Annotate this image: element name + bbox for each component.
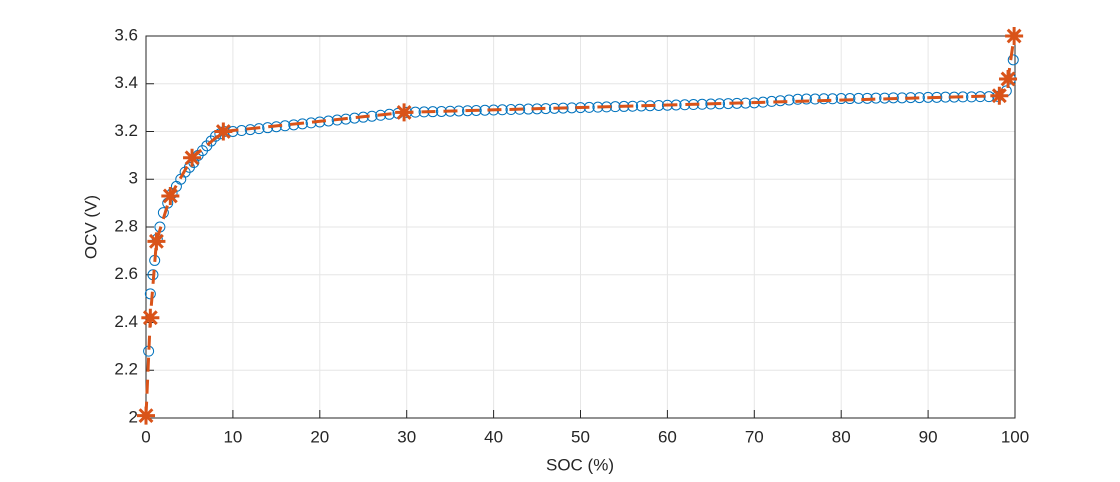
data-point <box>1005 27 1024 45</box>
data-point <box>141 308 160 327</box>
y-tick-label: 3 <box>129 169 138 188</box>
data-point <box>395 103 414 122</box>
x-tick-label: 20 <box>310 427 329 446</box>
data-point <box>827 93 839 105</box>
data-point <box>783 94 795 106</box>
series-line <box>144 35 1016 416</box>
x-tick-label: 90 <box>919 427 938 446</box>
x-tick-label: 0 <box>141 427 150 446</box>
x-tick-label: 60 <box>658 427 677 446</box>
data-point <box>137 406 155 425</box>
x-tick-label: 100 <box>1001 427 1029 446</box>
y-tick-label: 2.6 <box>114 264 138 283</box>
x-tick-label: 70 <box>745 427 764 446</box>
y-tick-label: 3.4 <box>114 73 138 92</box>
y-axis-label: OCV (V) <box>81 195 100 259</box>
y-tick-label: 2 <box>129 407 138 426</box>
data-point <box>161 186 180 205</box>
y-tick-label: 2.4 <box>114 312 138 331</box>
y-tick-label: 2.8 <box>114 216 138 235</box>
x-tick-label: 80 <box>832 427 851 446</box>
data-point <box>214 122 233 141</box>
x-tick-label: 30 <box>397 427 416 446</box>
x-tick-label: 10 <box>223 427 242 446</box>
x-axis-label: SOC (%) <box>546 455 614 474</box>
data-point <box>147 232 166 251</box>
data-point <box>800 93 812 105</box>
data-point <box>1007 54 1019 66</box>
data-point <box>792 93 804 105</box>
y-tick-label: 2.2 <box>114 360 138 379</box>
data-point <box>183 148 202 167</box>
x-tick-label: 40 <box>484 427 503 446</box>
data-point <box>990 86 1009 105</box>
y-tick-label: 3.6 <box>114 25 138 44</box>
y-tick-label: 3.2 <box>114 121 138 140</box>
axes-box <box>145 35 1016 419</box>
data-point <box>999 69 1018 88</box>
data-point <box>809 93 821 105</box>
x-tick-label: 50 <box>571 427 590 446</box>
data-point <box>818 93 830 105</box>
